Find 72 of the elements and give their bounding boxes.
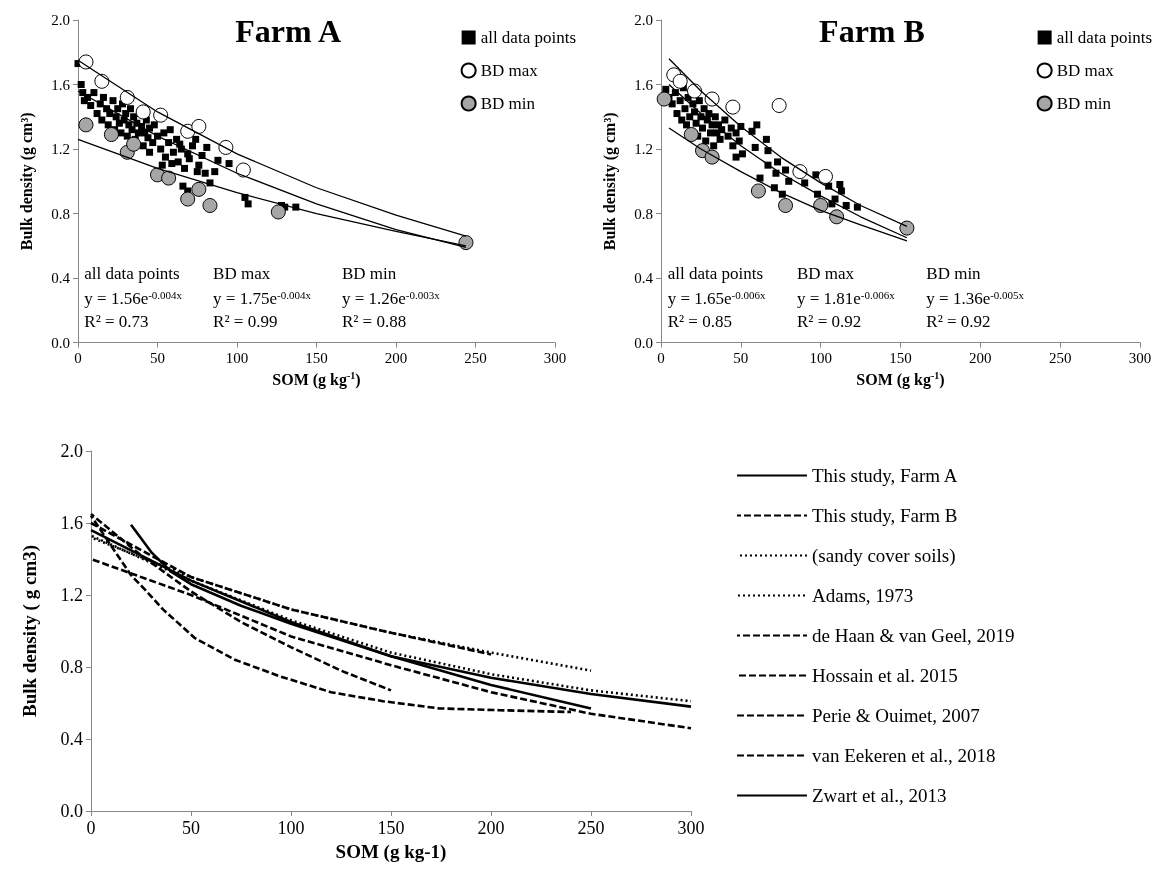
x-tick-label: 150 [305,350,328,367]
annotation: R² = 0.99 [213,312,278,331]
annotation: R² = 0.92 [796,312,862,331]
x-tick-label: 200 [969,350,992,367]
legend-label: BD max [1056,61,1115,80]
y-axis-title: Bulk density (g cm³) [600,112,619,251]
y-tick-label: 0.4 [634,270,654,287]
legend-label: Zwart et al., 2013 [812,785,947,806]
x-axis-title: SOM (g kg-1) [335,840,447,863]
annotation: BD max [213,264,271,283]
y-tick-label: 0.8 [60,657,83,677]
x-tick-label: 0 [657,350,665,367]
y-tick-label: 1.2 [51,141,70,158]
legend-label: Perie & Ouimet, 2007 [812,705,980,726]
y-tick-label: 0.4 [51,270,71,287]
legend-label: This study, Farm A [812,465,958,486]
y-tick-label: 0.8 [51,205,70,222]
x-tick-label: 200 [384,350,408,367]
chart-title: Farm A [235,13,341,49]
legend-label: BD min [1056,94,1112,113]
y-axis-title: Bulk density (g cm³) [17,112,36,251]
y-tick-label: 2.0 [60,441,83,461]
y-tick-label: 0.0 [60,801,83,821]
x-tick-label: 200 [477,818,505,838]
x-tick-label: 0 [86,818,96,838]
x-tick-label: 250 [464,350,487,367]
annotation: R² = 0.73 [84,312,149,331]
y-tick-label: 1.6 [51,76,71,93]
x-tick-label: 50 [182,818,200,838]
legend-label: Hossain et al. 2015 [812,665,958,686]
y-tick-label: 1.6 [60,513,83,533]
x-tick-label: 300 [677,818,705,838]
x-tick-label: 150 [889,350,912,367]
y-tick-label: 0.8 [634,205,653,222]
legend-label: BD min [480,94,536,113]
x-tick-label: 50 [150,350,165,367]
x-tick-label: 100 [225,350,249,367]
x-tick-label: 300 [1128,350,1152,367]
legend-label: BD max [480,61,539,80]
annotation: R² = 0.88 [341,312,407,331]
x-tick-label: 100 [277,818,305,838]
x-tick-label: 300 [543,350,567,367]
y-tick-label: 1.2 [634,141,653,158]
x-tick-label: 50 [733,350,749,367]
x-tick-label: 250 [1048,350,1072,367]
annotation: R² = 0.85 [667,312,732,331]
annotation: all data points [667,264,764,283]
legend-label: de Haan & van Geel, 2019 [812,625,1015,646]
y-tick-label: 2.0 [634,12,653,28]
legend-label: all data points [480,28,577,47]
y-tick-label: 0.0 [634,334,653,351]
annotation: all data points [84,264,180,283]
y-tick-label: 1.2 [60,585,83,605]
y-axis-title: Bulk density ( g cm3) [19,544,41,718]
x-tick-label: 150 [377,818,405,838]
legend-label: all data points [1056,28,1153,47]
annotation: BD max [796,264,855,283]
legend-label: This study, Farm B [812,505,958,526]
annotation: BD min [341,264,397,283]
chart-title: Farm B [819,13,925,49]
annotation: R² = 0.92 [926,312,991,331]
y-tick-label: 0.4 [60,729,83,749]
legend-label: Adams, 1973 [812,585,914,606]
legend-label: van Eekeren et al., 2018 [812,745,996,766]
x-tick-label: 100 [809,350,832,367]
y-tick-label: 0.0 [51,334,70,351]
legend-label: (sandy cover soils) [812,545,956,567]
annotation: BD min [926,264,982,283]
y-tick-label: 1.6 [634,76,654,93]
x-tick-label: 250 [577,818,605,838]
y-tick-label: 2.0 [51,12,70,28]
x-tick-label: 0 [74,350,82,367]
